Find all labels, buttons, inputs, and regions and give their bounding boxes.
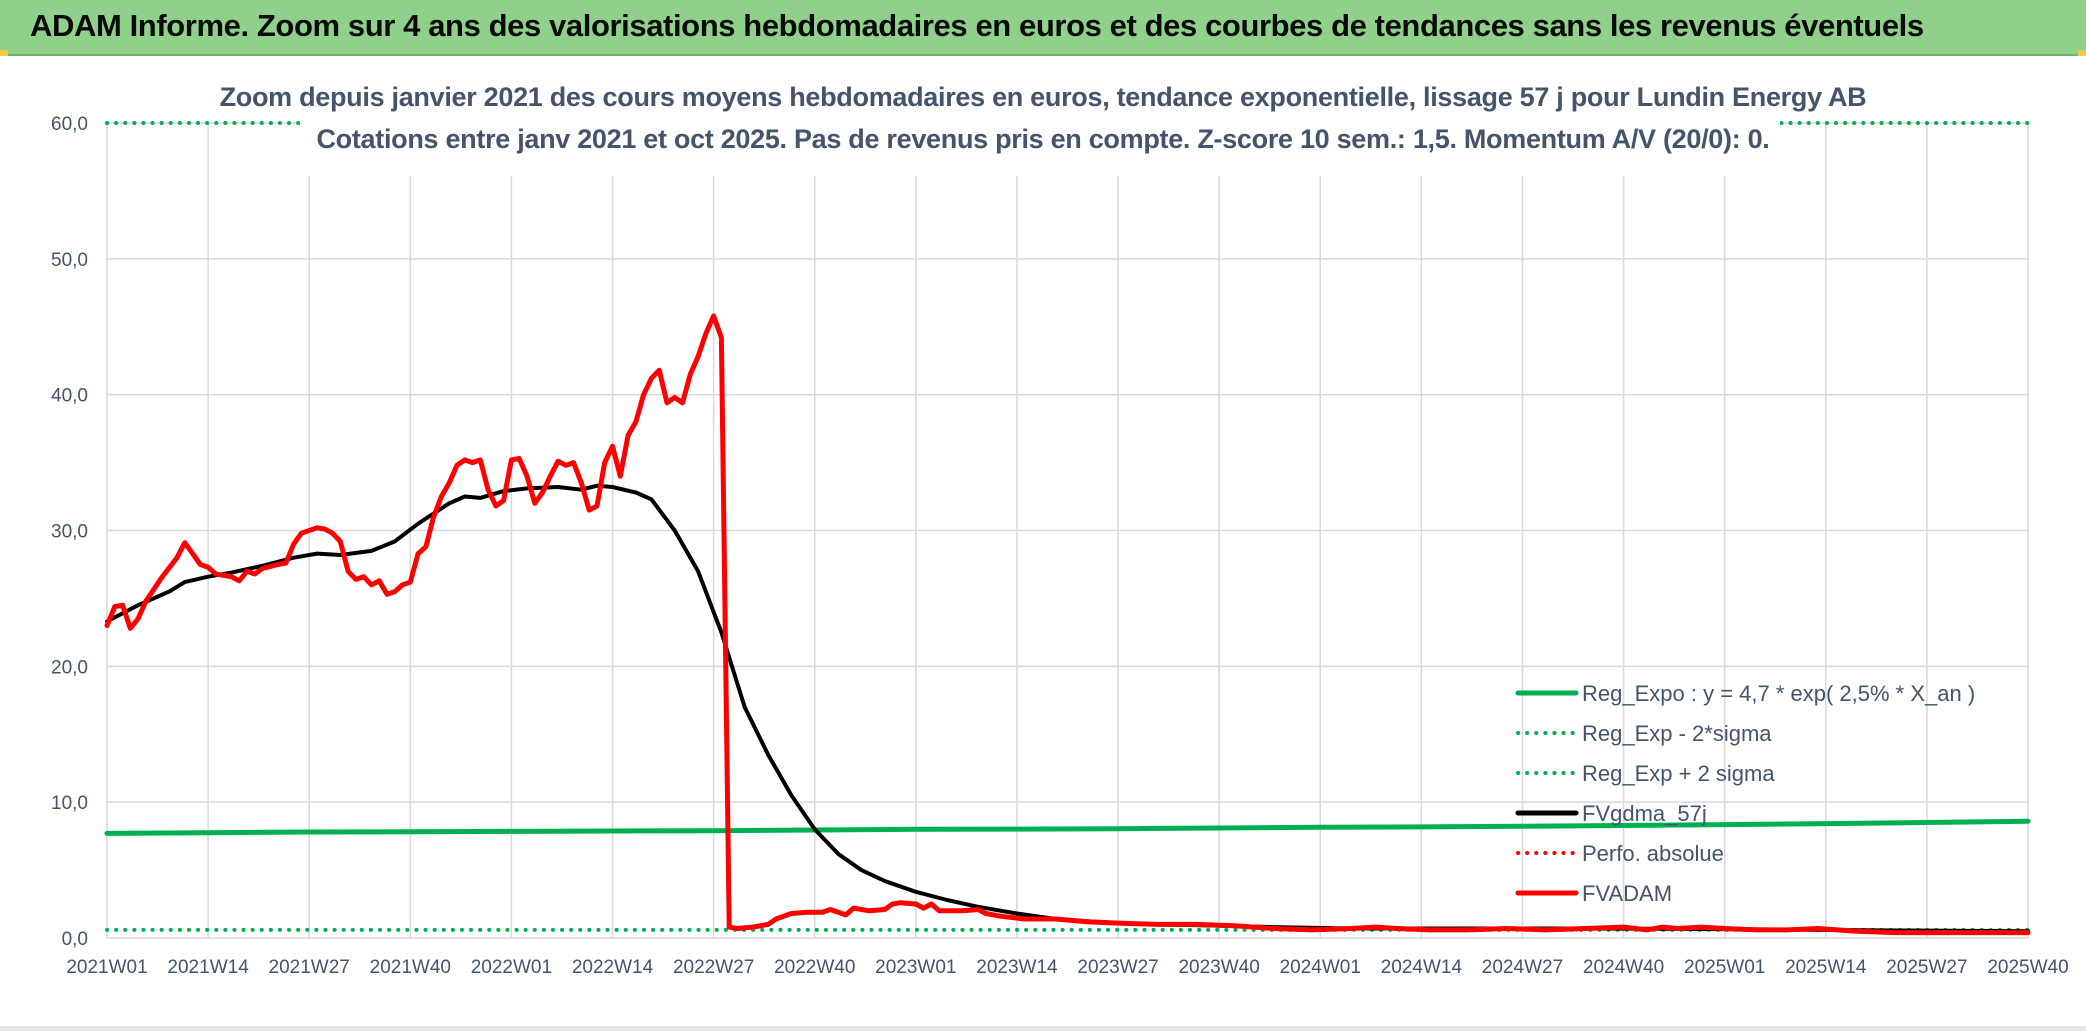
x-tick-label: 2023W01 [875, 957, 956, 978]
title-backdrop [300, 76, 1780, 176]
y-tick-label: 40,0 [51, 386, 88, 407]
series-line-fvadam [104, 313, 2031, 936]
axis-layer: 0,0 10,0 20,0 30,0 40,0 50,0 60,0 2021W01 2021W1… [51, 114, 2069, 978]
x-tick-label: 2025W27 [1886, 957, 1967, 978]
x-tick-label: 2022W14 [572, 957, 654, 978]
x-tick-label: 2021W01 [66, 957, 147, 978]
grid-layer [106, 122, 2029, 939]
series-line-regexpo [104, 818, 2031, 836]
legend-label: FVgdma_57j [1582, 801, 1707, 826]
x-tick-label: 2022W01 [471, 957, 552, 978]
x-tick-label: 2025W01 [1684, 957, 1765, 978]
x-tick-label: 2025W40 [1987, 957, 2068, 978]
y-tick-label: 20,0 [51, 657, 88, 678]
y-tick-label: 50,0 [51, 250, 88, 271]
y-tick-label: 30,0 [51, 522, 88, 543]
chart-area: 0,0 10,0 20,0 30,0 40,0 50,0 60,0 2021W01 2021W1… [0, 56, 2086, 1031]
x-tick-label: 2024W40 [1583, 957, 1664, 978]
y-tick-label: 10,0 [51, 793, 88, 814]
banner-corner-right [2078, 50, 2086, 56]
legend: Reg_Expo : y = 4,7 * exp( 2,5% * X_an ) R… [1515, 681, 1975, 906]
series-line-fvgdma57j [105, 483, 2030, 934]
x-tick-label: 2023W14 [976, 957, 1058, 978]
x-tick-label: 2024W14 [1381, 957, 1463, 978]
x-tick-label: 2022W40 [774, 957, 855, 978]
x-tick-label: 2024W01 [1280, 957, 1361, 978]
chart-subtitle: Cotations entre janv 2021 et oct 2025. P… [316, 124, 1770, 154]
legend-label: FVADAM [1582, 881, 1672, 906]
legend-label: Reg_Exp - 2*sigma [1582, 721, 1772, 746]
y-tick-label: 60,0 [51, 114, 88, 135]
line-chart: 0,0 10,0 20,0 30,0 40,0 50,0 60,0 2021W01 2021W1… [51, 76, 2069, 978]
banner-corner-left [0, 50, 8, 56]
bottom-border [0, 1026, 2086, 1031]
x-tick-label: 2021W27 [269, 957, 350, 978]
legend-label: Reg_Expo : y = 4,7 * exp( 2,5% * X_an ) [1582, 681, 1975, 706]
x-tick-label: 2022W27 [673, 957, 754, 978]
chart-title: Zoom depuis janvier 2021 des cours moyen… [219, 82, 1867, 112]
series-layer [104, 76, 2031, 936]
y-tick-label: 0,0 [62, 929, 88, 950]
report-banner: ADAM Informe. Zoom sur 4 ans des valoris… [0, 0, 2086, 56]
x-tick-label: 2023W27 [1077, 957, 1158, 978]
legend-label: Perfo. absolue [1582, 841, 1724, 866]
report-title: ADAM Informe. Zoom sur 4 ans des valoris… [30, 8, 1924, 43]
x-tick-label: 2025W14 [1785, 957, 1867, 978]
x-tick-label: 2024W27 [1482, 957, 1563, 978]
x-tick-label: 2021W40 [370, 957, 451, 978]
legend-label: Reg_Exp + 2 sigma [1582, 761, 1775, 786]
x-tick-label: 2021W14 [167, 957, 249, 978]
x-tick-label: 2023W40 [1178, 957, 1259, 978]
